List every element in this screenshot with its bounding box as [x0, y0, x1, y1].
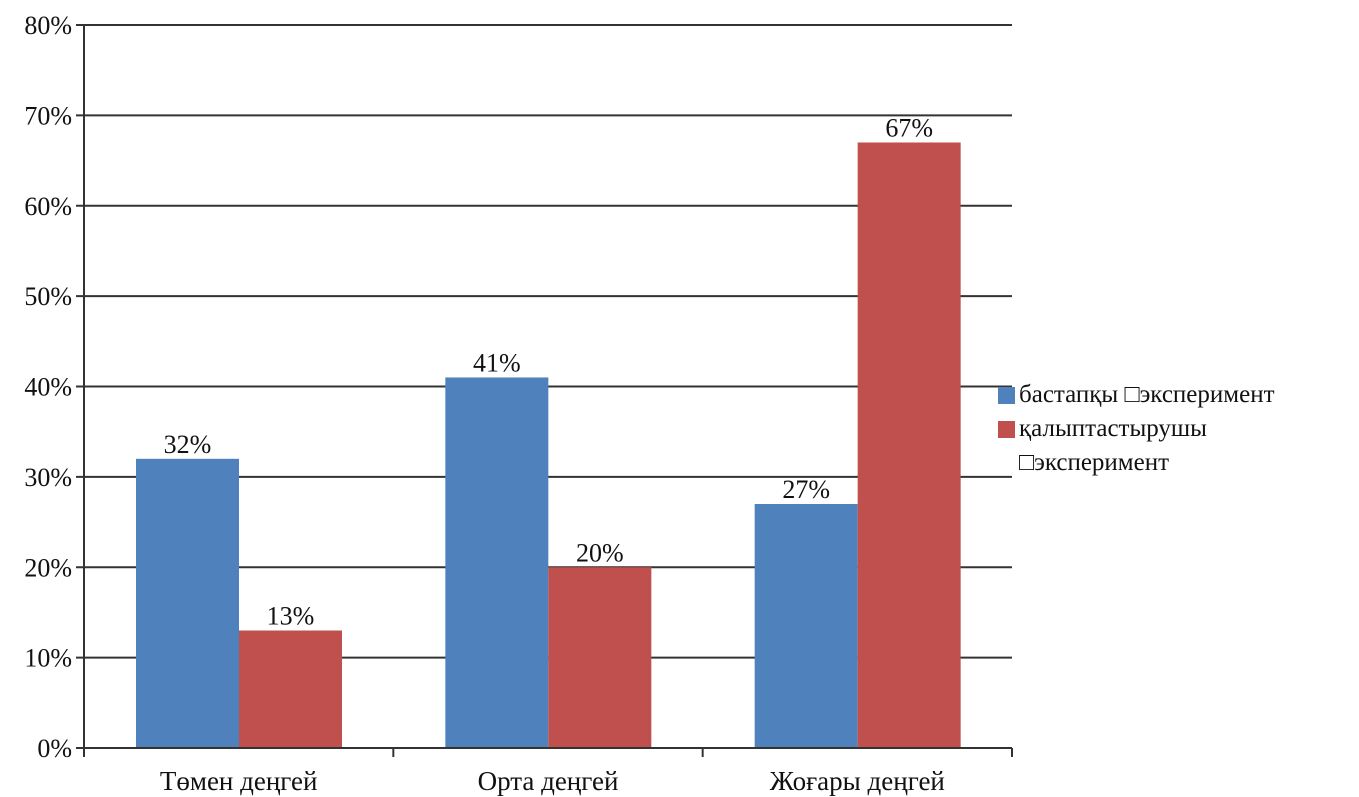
data-label: 27%: [782, 475, 830, 504]
bar: [445, 377, 549, 748]
y-tick-labels: 0% 10% 20% 30% 40% 50% 60% 70% 80%: [24, 11, 72, 763]
legend-item-series-1: бастапқы □эксперимент: [998, 378, 1358, 412]
axes: [76, 24, 1013, 757]
bar: [857, 142, 961, 749]
bars: [136, 142, 961, 749]
bar: [239, 630, 342, 748]
y-tick-label: 50%: [24, 282, 72, 311]
data-label: 32%: [164, 430, 212, 459]
legend: бастапқы □эксперимент қалыптастырушы □эк…: [998, 378, 1358, 480]
x-tick-label: Жоғары деңгей: [770, 766, 945, 796]
y-tick-label: 60%: [24, 192, 72, 221]
y-tick-label: 0%: [37, 734, 72, 763]
y-tick-label: 10%: [24, 644, 72, 673]
data-label: 13%: [267, 602, 315, 631]
legend-label-series-1: бастапқы □эксперимент: [1019, 381, 1275, 408]
bar: [754, 503, 858, 748]
y-tick-label: 40%: [24, 373, 72, 402]
data-label: 20%: [576, 538, 624, 567]
data-label: 41%: [473, 348, 521, 377]
y-tick-label: 70%: [24, 101, 72, 130]
data-labels: 32% 13% 41% 20% 27% 67%: [164, 113, 933, 630]
data-label: 67%: [885, 113, 933, 142]
y-tick-label: 20%: [24, 553, 72, 582]
legend-label-series-2: қалыптастырушы □эксперимент: [1019, 415, 1207, 476]
legend-item-series-2: қалыптастырушы □эксперимент: [998, 412, 1358, 480]
y-tick-label: 80%: [24, 11, 72, 40]
bar: [548, 567, 652, 748]
legend-swatch-series-1: [998, 387, 1015, 404]
legend-swatch-series-2: [998, 421, 1015, 438]
x-tick-label: Төмен деңгей: [160, 766, 318, 796]
y-tick-label: 30%: [24, 463, 72, 492]
x-tick-label: Орта деңгей: [478, 766, 619, 796]
bar: [136, 458, 239, 748]
x-tick-labels: Төмен деңгей Орта деңгей Жоғары деңгей: [160, 766, 945, 796]
